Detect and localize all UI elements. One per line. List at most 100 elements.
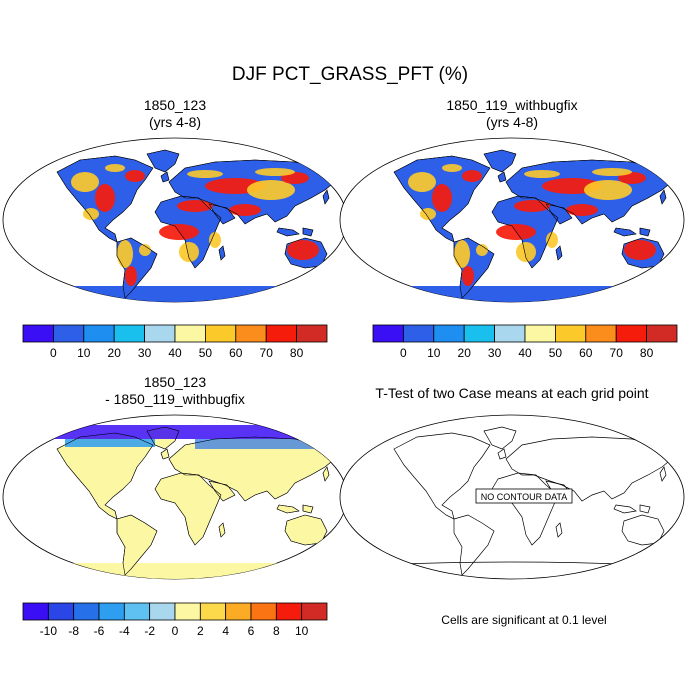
colorbar-swatch bbox=[433, 324, 465, 343]
colorbar-swatch bbox=[83, 324, 115, 343]
colorbar-swatch bbox=[113, 324, 145, 343]
panel-title-line: 1850_123 bbox=[144, 97, 207, 113]
colorbar-swatch bbox=[250, 602, 277, 621]
colorbar-swatch bbox=[22, 324, 54, 343]
colorbar-tick-label: 50 bbox=[549, 346, 563, 360]
value-colorbar-right: 0 10 20 30 40 50 60 70 80 bbox=[372, 324, 678, 360]
grass-high-patch bbox=[287, 240, 319, 260]
grass-high-patch bbox=[117, 240, 133, 268]
colorbar-tick-label: 0 bbox=[50, 346, 57, 360]
grass-high-patch bbox=[125, 266, 137, 286]
panel-title-line: - 1850_119_withbugfix bbox=[105, 391, 245, 407]
colorbar-tick-label: 10 bbox=[295, 624, 309, 638]
colorbar-tick-label: 80 bbox=[640, 346, 654, 360]
colorbar-tick-label: 20 bbox=[108, 346, 122, 360]
colorbar-swatch bbox=[204, 324, 237, 343]
colorbar-tick-label: 0 bbox=[400, 346, 407, 360]
difference-colorbar: -10 -8 -6 -4 -2 0 2 4 6 8 10 bbox=[22, 602, 328, 638]
panel-title-line: 1850_119_withbugfix bbox=[446, 97, 577, 113]
no-contour-data-label: NO CONTOUR DATA bbox=[481, 492, 568, 502]
colorbar-tick-label: 6 bbox=[248, 624, 255, 638]
colorbar-tick-label: -4 bbox=[119, 624, 130, 638]
panel-title-line: (yrs 4-8) bbox=[149, 114, 201, 130]
colorbar-tick-label: -10 bbox=[40, 624, 58, 638]
colorbar-tick-label: -8 bbox=[68, 624, 79, 638]
colorbar-swatch bbox=[646, 324, 678, 343]
panel-title-line: T-Test of two Case means at each grid po… bbox=[375, 385, 648, 401]
grass-high-patch bbox=[420, 208, 436, 220]
colorbar-swatch bbox=[22, 602, 49, 621]
colorbar-tick-label: 8 bbox=[273, 624, 280, 638]
colorbar-swatch bbox=[585, 324, 617, 343]
colorbar-tick-label: 30 bbox=[138, 346, 152, 360]
colorbar-swatch bbox=[174, 602, 201, 621]
colorbar-tick-label: 60 bbox=[579, 346, 593, 360]
grass-mid-patch bbox=[592, 168, 632, 176]
panel-ttest: T-Test of two Case means at each grid po… bbox=[339, 385, 685, 580]
colorbar-swatch bbox=[275, 602, 303, 621]
colorbar-swatch bbox=[301, 602, 328, 621]
colorbar-tick-label: 80 bbox=[290, 346, 304, 360]
grass-high-patch bbox=[229, 204, 261, 216]
colorbar-swatch bbox=[174, 324, 206, 343]
grass-high-patch bbox=[125, 170, 145, 182]
colorbar-swatch bbox=[265, 324, 298, 343]
grass-high-patch bbox=[462, 170, 482, 182]
map-case-b bbox=[339, 137, 685, 303]
grass-mid-patch bbox=[255, 168, 295, 176]
antarctica bbox=[3, 563, 347, 579]
colorbar-tick-label: 50 bbox=[199, 346, 213, 360]
panel-title-line: (yrs 4-8) bbox=[486, 114, 538, 130]
colorbar-swatch bbox=[47, 602, 75, 621]
colorbar-tick-label: 20 bbox=[458, 346, 472, 360]
colorbar-tick-label: 30 bbox=[488, 346, 502, 360]
grass-mid-patch bbox=[105, 164, 125, 172]
colorbar-swatch bbox=[73, 602, 100, 621]
colorbar-tick-label: 10 bbox=[427, 346, 441, 360]
colorbar-tick-label: 10 bbox=[77, 346, 91, 360]
grass-mid-patch bbox=[139, 244, 151, 256]
colorbar-swatch bbox=[123, 602, 151, 621]
grass-high-patch bbox=[454, 240, 470, 268]
colorbar-swatch bbox=[98, 602, 125, 621]
grass-mid-patch bbox=[476, 244, 488, 256]
grass-mid-patch bbox=[524, 170, 560, 178]
colorbar-swatch bbox=[199, 602, 227, 621]
panel-case-a: 1850_123 (yrs 4-8) bbox=[2, 97, 348, 303]
grass-high-patch bbox=[247, 180, 295, 200]
colorbar-tick-label: 0 bbox=[172, 624, 179, 638]
grass-high-patch bbox=[584, 180, 632, 200]
colorbar-tick-label: 40 bbox=[518, 346, 532, 360]
panel-difference: 1850_123 - 1850_119_withbugfix bbox=[2, 374, 348, 580]
panel-title-line: 1850_123 bbox=[144, 374, 207, 390]
antarctica bbox=[3, 286, 347, 302]
colorbar-swatch bbox=[296, 324, 328, 343]
colorbar-swatch bbox=[372, 324, 404, 343]
colorbar-tick-label: -6 bbox=[94, 624, 105, 638]
map-case-a bbox=[2, 137, 348, 303]
colorbar-swatch bbox=[402, 324, 435, 343]
diff-negative-band bbox=[195, 439, 335, 449]
colorbar-swatch bbox=[494, 324, 526, 343]
grass-high-patch bbox=[432, 184, 452, 212]
grass-high-patch bbox=[462, 266, 474, 286]
grass-high-patch bbox=[566, 204, 598, 216]
colorbar-tick-label: 4 bbox=[222, 624, 229, 638]
antarctica bbox=[340, 286, 684, 302]
colorbar-swatch bbox=[144, 324, 176, 343]
colorbar-swatch bbox=[235, 324, 267, 343]
grass-high-patch bbox=[71, 172, 99, 192]
colorbar-tick-label: 70 bbox=[610, 346, 624, 360]
colorbar-swatch bbox=[615, 324, 648, 343]
grass-high-patch bbox=[179, 242, 199, 262]
grass-mid-patch bbox=[187, 170, 223, 178]
grass-high-patch bbox=[624, 240, 656, 260]
diff-negative-band bbox=[65, 439, 155, 447]
colorbar-swatch bbox=[149, 602, 176, 621]
grass-mid-patch bbox=[442, 164, 462, 172]
map-difference bbox=[2, 414, 348, 580]
grass-mid-patch bbox=[209, 232, 221, 248]
value-colorbar-left: 0 10 20 30 40 50 60 70 80 bbox=[22, 324, 328, 360]
colorbar-tick-label: 70 bbox=[260, 346, 274, 360]
